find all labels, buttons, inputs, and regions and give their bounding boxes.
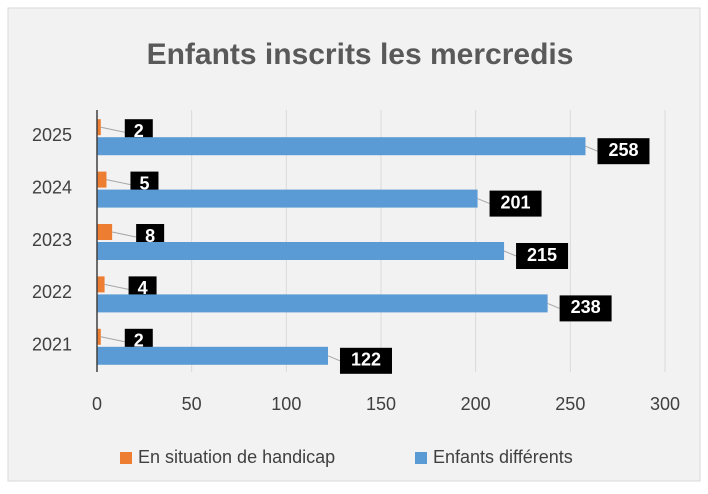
legend-label: Enfants différents — [433, 447, 573, 467]
x-tick-label: 100 — [271, 394, 301, 414]
bar — [97, 137, 586, 156]
data-label-box — [489, 190, 542, 217]
leader-line — [547, 302, 560, 309]
data-label: 4 — [138, 278, 148, 298]
bar — [97, 276, 105, 293]
leader-line — [104, 283, 129, 290]
bar — [97, 328, 101, 345]
data-label-box — [339, 347, 392, 374]
data-label: 5 — [139, 173, 149, 193]
x-tick-label: 250 — [555, 394, 585, 414]
legend-swatch — [415, 452, 427, 464]
bar — [97, 242, 505, 260]
data-label-box — [516, 243, 569, 269]
y-tick-label: 2021 — [32, 335, 72, 355]
leader-line — [477, 198, 490, 205]
leader-line — [112, 231, 137, 238]
data-label: 122 — [351, 350, 381, 370]
bar — [97, 189, 478, 208]
data-label: 215 — [527, 245, 557, 265]
leader-line — [585, 145, 598, 152]
leader-line — [503, 250, 517, 257]
x-tick-label: 0 — [92, 394, 102, 414]
x-tick-label: 300 — [650, 394, 680, 414]
chart-title: Enfants inscrits les mercredis — [147, 38, 574, 71]
y-tick-label: 2024 — [32, 177, 72, 197]
bar — [97, 294, 548, 313]
bar — [97, 224, 113, 240]
data-label: 2 — [134, 331, 144, 351]
bar — [97, 171, 107, 188]
x-tick-label: 200 — [461, 394, 491, 414]
leader-line — [100, 126, 125, 133]
y-tick-label: 2025 — [32, 125, 72, 145]
bar — [97, 119, 101, 136]
x-tick-label: 150 — [366, 394, 396, 414]
legend-swatch — [120, 452, 132, 464]
data-label: 258 — [608, 140, 638, 160]
data-label-box — [597, 138, 650, 165]
data-label-box — [559, 295, 612, 322]
y-tick-label: 2022 — [32, 282, 72, 302]
leader-line — [327, 355, 341, 362]
data-label: 8 — [145, 226, 155, 246]
y-tick-label: 2023 — [32, 230, 72, 250]
bar — [97, 346, 328, 365]
data-label: 2 — [134, 121, 144, 141]
data-label: 201 — [501, 192, 531, 212]
x-tick-label: 50 — [182, 394, 202, 414]
legend-label: En situation de handicap — [138, 447, 335, 467]
data-label: 238 — [571, 297, 601, 317]
leader-line — [106, 179, 131, 186]
leader-line — [100, 336, 125, 343]
